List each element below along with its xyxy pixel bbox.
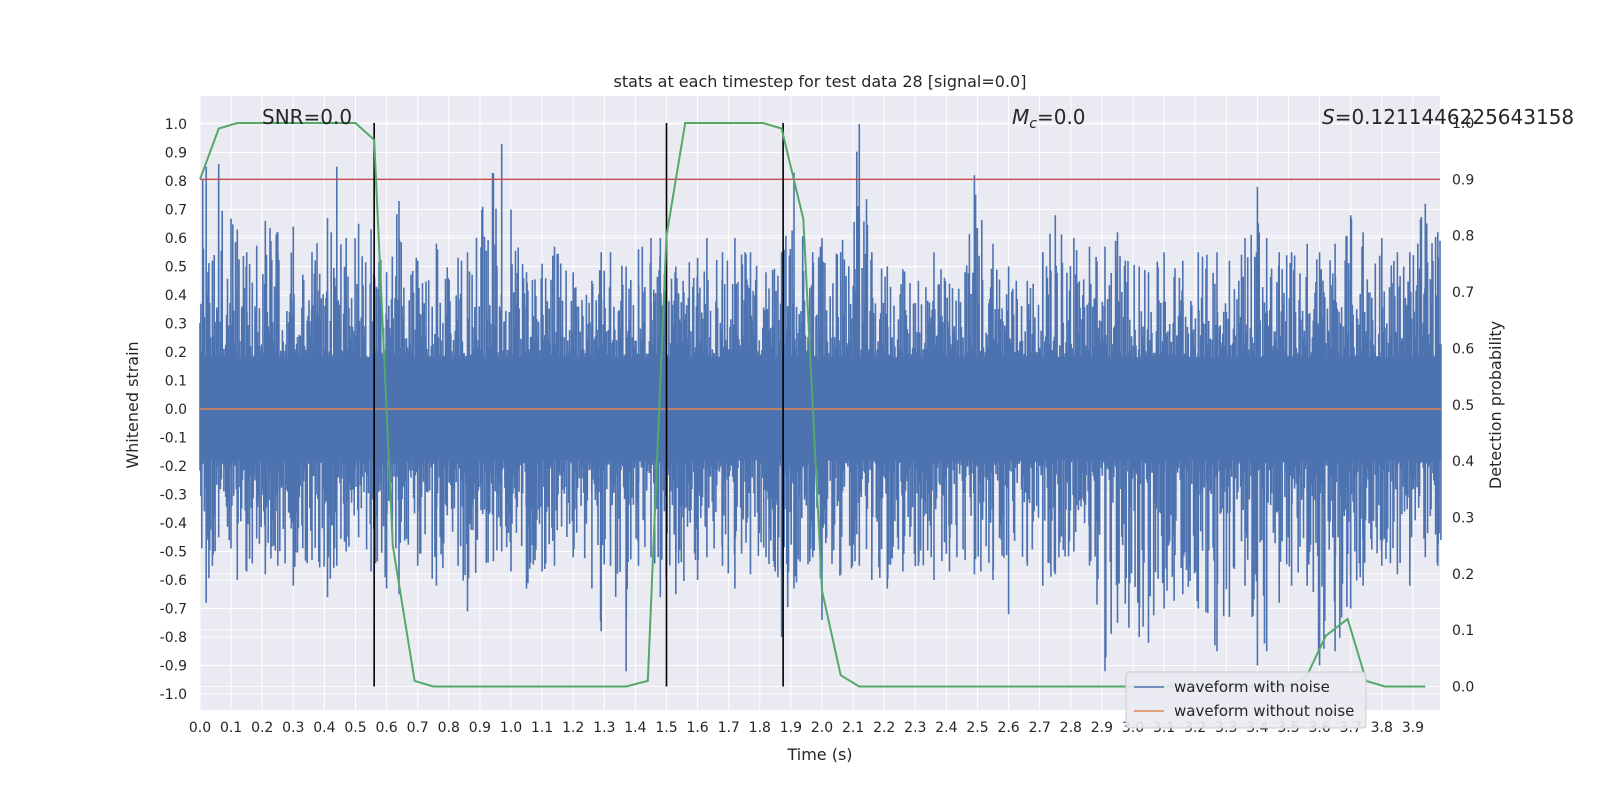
x-tick-label: 1.4: [624, 720, 646, 736]
y-tick-labels: 1.0 0.9 0.8 0.7 0.6 0.5 0.4 0.3 0.2 0.1 0.0 -0.1 -0.…: [160, 117, 187, 703]
y-tick-label: 0.2: [165, 345, 187, 361]
y-tick-label: 0.5: [165, 260, 187, 276]
x-tick-label: 1.2: [562, 720, 584, 736]
x-tick-label: 1.1: [531, 720, 553, 736]
legend-label-with-noise: waveform with noise: [1174, 678, 1330, 696]
y-tick-label: -0.7: [160, 602, 187, 618]
x-tick-label: 0.6: [375, 720, 397, 736]
y-tick-label: -0.3: [160, 488, 187, 504]
x-tick-label: 0.8: [438, 720, 460, 736]
x-tick-label: 3.9: [1402, 720, 1424, 736]
x-tick-label: 0.3: [282, 720, 304, 736]
x-tick-label: 2.5: [966, 720, 988, 736]
y-axis-label: Whitened strain: [123, 341, 142, 468]
y-tick-label: 0.3: [165, 317, 187, 333]
x-tick-label: 0.1: [220, 720, 242, 736]
y-tick-label: 1.0: [165, 117, 187, 133]
x-tick-label: 0.4: [313, 720, 335, 736]
x-tick-label: 1.9: [780, 720, 802, 736]
y2-tick-label: 0.7: [1452, 285, 1474, 301]
chart-title: stats at each timestep for test data 28 …: [614, 72, 1027, 91]
x-tick-label: 2.4: [935, 720, 957, 736]
snr-annotation: SNR=0.0: [262, 105, 352, 129]
x-tick-label: 1.5: [655, 720, 677, 736]
y2-tick-label: 0.2: [1452, 567, 1474, 583]
x-tick-label: 2.0: [811, 720, 833, 736]
y2-tick-label: 0.6: [1452, 341, 1474, 357]
x-tick-label: 0.7: [407, 720, 429, 736]
y-tick-label: -0.1: [160, 431, 187, 447]
chirp-mass-value: =0.0: [1037, 105, 1086, 129]
legend-label-without-noise: waveform without noise: [1174, 702, 1354, 720]
x-tick-label: 2.8: [1060, 720, 1082, 736]
score-annotation: S=0.1211446225643158: [1322, 105, 1574, 129]
y-tick-label: -0.6: [160, 573, 187, 589]
y2-tick-label: 0.4: [1452, 454, 1474, 470]
y-tick-label: -1.0: [160, 687, 187, 703]
score-value: =0.1211446225643158: [1335, 105, 1574, 129]
y-tick-label: 0.4: [165, 288, 187, 304]
y-tick-label: 0.9: [165, 146, 187, 162]
y2-tick-label: 0.8: [1452, 229, 1474, 245]
y-tick-label: 0.7: [165, 203, 187, 219]
vertical-markers: [373, 123, 784, 687]
score-symbol: S: [1322, 105, 1335, 129]
y-tick-label: 0.1: [165, 374, 187, 390]
y2-tick-label: 0.1: [1452, 623, 1474, 639]
x-tick-label: 3.8: [1371, 720, 1393, 736]
y2-axis-label: Detection probability: [1486, 321, 1505, 489]
y-tick-label: -0.4: [160, 516, 187, 532]
x-axis-label: Time (s): [786, 745, 852, 764]
y-tick-label: -0.2: [160, 459, 187, 475]
y2-tick-label: 0.0: [1452, 680, 1474, 696]
y-tick-label: 0.8: [165, 174, 187, 190]
y2-tick-label: 0.9: [1452, 172, 1474, 188]
x-tick-label: 2.2: [873, 720, 895, 736]
chirp-mass-symbol: M: [1012, 105, 1029, 129]
y-tick-label: -0.8: [160, 630, 187, 646]
x-tick-label: 0.5: [344, 720, 366, 736]
x-tick-label: 1.3: [593, 720, 615, 736]
x-tick-label: 2.7: [1029, 720, 1051, 736]
x-tick-label: 2.6: [997, 720, 1019, 736]
y2-tick-label: 0.3: [1452, 510, 1474, 526]
x-tick-label: 1.6: [686, 720, 708, 736]
x-tick-label: 2.1: [842, 720, 864, 736]
x-tick-label: 2.3: [904, 720, 926, 736]
y2-tick-label: 1.0: [1452, 116, 1474, 132]
x-tick-label: 0.9: [469, 720, 491, 736]
y-tick-label: -0.5: [160, 545, 187, 561]
y-tick-label: 0.0: [165, 402, 187, 418]
y2-tick-labels: 0.0 0.1 0.2 0.3 0.4 0.5 0.6 0.7 0.8 0.9 1.0: [1452, 116, 1474, 696]
x-tick-label: 2.9: [1091, 720, 1113, 736]
y-tick-label: 0.6: [165, 231, 187, 247]
x-tick-label: 0.2: [251, 720, 273, 736]
chirp-mass-annotation: Mc=0.0: [1012, 105, 1086, 132]
x-tick-label: 1.8: [749, 720, 771, 736]
x-tick-label: 1.0: [500, 720, 522, 736]
x-tick-label: 1.7: [718, 720, 740, 736]
legend: waveform with noise waveform without noi…: [1125, 671, 1367, 729]
legend-box: [1125, 671, 1367, 729]
y2-tick-label: 0.5: [1452, 398, 1474, 414]
x-tick-label: 0.0: [189, 720, 211, 736]
y-tick-label: -0.9: [160, 659, 187, 675]
chirp-mass-subscript: c: [1029, 116, 1037, 132]
